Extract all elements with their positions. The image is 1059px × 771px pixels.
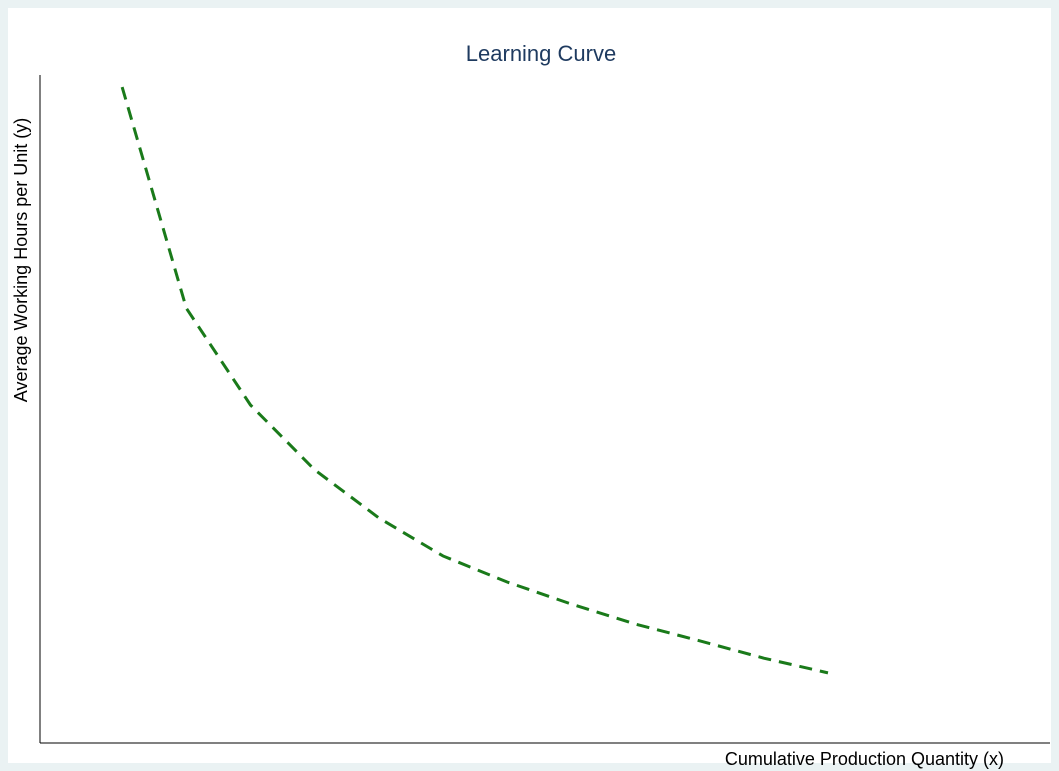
plot-background <box>8 8 1051 763</box>
chart-title: Learning Curve <box>466 41 616 66</box>
x-axis-label: Cumulative Production Quantity (x) <box>725 749 1004 769</box>
y-axis-label: Average Working Hours per Unit (y) <box>11 118 31 402</box>
data-line <box>120 86 829 675</box>
